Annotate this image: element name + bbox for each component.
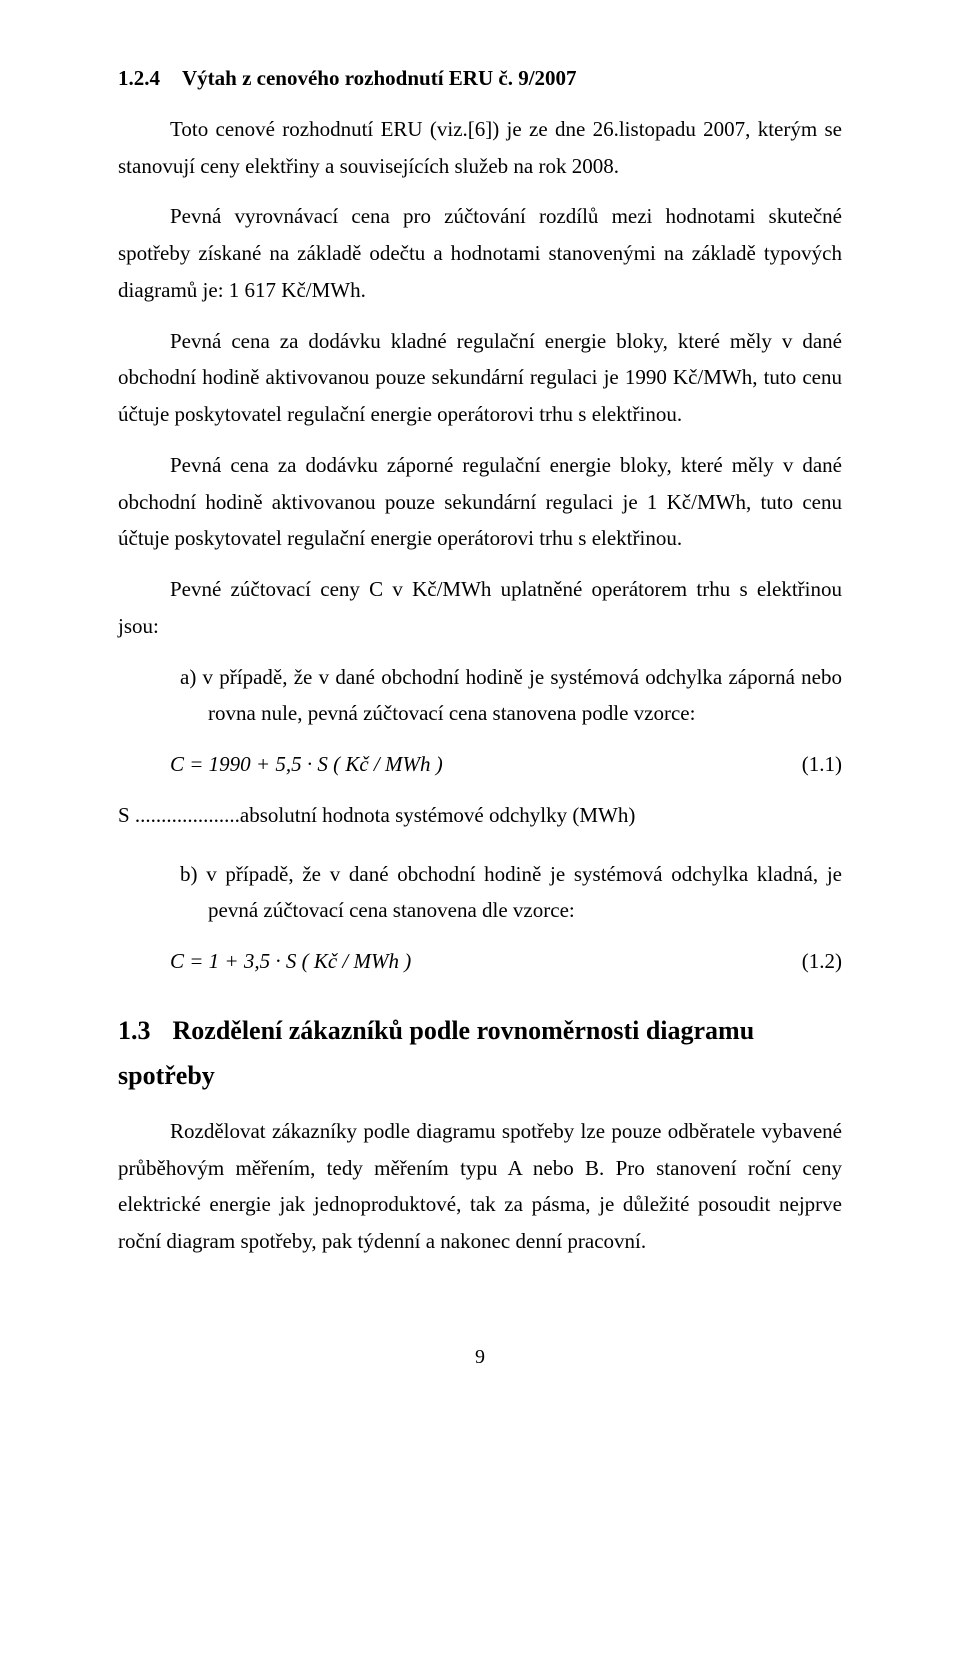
section-heading: 1.3Rozdělení zákazníků podle rovnoměrnos… [118,1008,842,1099]
equation-row: C = 1990 + 5,5 · S ( Kč / MWh ) (1.1) [118,746,842,783]
paragraph: Pevná vyrovnávací cena pro zúčtování roz… [118,198,842,308]
paragraph: Toto cenové rozhodnutí ERU (viz.[6]) je … [118,111,842,185]
paragraph: Pevná cena za dodávku kladné regulační e… [118,323,842,433]
subsection-title: Výtah z cenového rozhodnutí ERU č. 9/200… [182,66,577,90]
paragraph: Pevná cena za dodávku záporné regulační … [118,447,842,557]
section-title: Rozdělení zákazníků podle rovnoměrnosti … [118,1016,754,1091]
section-number: 1.3 [118,1008,151,1054]
paragraph: Rozdělovat zákazníky podle diagramu spot… [118,1113,842,1260]
equation-number: (1.1) [802,746,842,783]
page-number: 9 [118,1340,842,1375]
equation-formula: C = 1990 + 5,5 · S ( Kč / MWh ) [170,746,443,783]
variable-definition: S ....................absolutní hodnota … [118,797,842,834]
list-item-b: b) v případě, že v dané obchodní hodině … [118,856,842,930]
subsection-number: 1.2.4 [118,60,160,97]
paragraph: Pevné zúčtovací ceny C v Kč/MWh uplatněn… [118,571,842,645]
equation-row: C = 1 + 3,5 · S ( Kč / MWh ) (1.2) [118,943,842,980]
equation-number: (1.2) [802,943,842,980]
equation-formula: C = 1 + 3,5 · S ( Kč / MWh ) [170,943,411,980]
subsection-heading: 1.2.4 Výtah z cenového rozhodnutí ERU č. … [118,60,842,97]
list-item-a: a) v případě, že v dané obchodní hodině … [118,659,842,733]
